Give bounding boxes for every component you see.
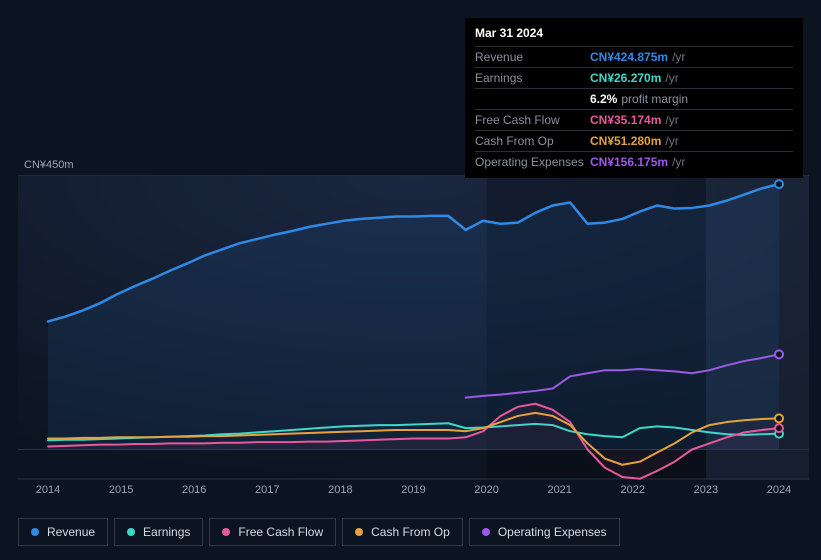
legend-label: Cash From Op	[371, 525, 450, 539]
tooltip-value: CN¥35.174m/yr	[590, 113, 679, 127]
tooltip-label: Cash From Op	[475, 134, 590, 148]
legend-label: Free Cash Flow	[238, 525, 323, 539]
tooltip-value: CN¥156.175m/yr	[590, 155, 685, 169]
tooltip-row: Free Cash FlowCN¥35.174m/yr	[475, 109, 793, 130]
legend-label: Earnings	[143, 525, 190, 539]
x-tick: 2018	[328, 484, 352, 496]
x-tick: 2023	[694, 484, 718, 496]
x-tick: 2016	[182, 484, 206, 496]
y-axis-top-label: CN¥450m	[24, 159, 74, 171]
x-tick: 2017	[255, 484, 279, 496]
tooltip-rows: RevenueCN¥424.875m/yrEarningsCN¥26.270m/…	[475, 46, 793, 172]
tooltip-value: CN¥424.875m/yr	[590, 50, 685, 64]
tooltip-label: Revenue	[475, 50, 590, 64]
legend-dot-icon	[31, 528, 39, 536]
tooltip-row: EarningsCN¥26.270m/yr	[475, 67, 793, 88]
legend-dot-icon	[482, 528, 490, 536]
x-tick: 2019	[401, 484, 425, 496]
tooltip-row: RevenueCN¥424.875m/yr	[475, 46, 793, 67]
tooltip-label: Earnings	[475, 71, 590, 85]
legend-item-revenue[interactable]: Revenue	[18, 518, 108, 546]
tooltip-margin-row: 6.2%profit margin	[475, 88, 793, 109]
legend-item-operating-expenses[interactable]: Operating Expenses	[469, 518, 620, 546]
tooltip-value: CN¥51.280m/yr	[590, 134, 679, 148]
tooltip-label: Operating Expenses	[475, 155, 590, 169]
legend-item-earnings[interactable]: Earnings	[114, 518, 203, 546]
x-tick: 2024	[767, 484, 791, 496]
tooltip-value: CN¥26.270m/yr	[590, 71, 679, 85]
x-tick: 2022	[621, 484, 645, 496]
legend-dot-icon	[222, 528, 230, 536]
chart-area[interactable]	[18, 175, 809, 480]
legend-item-free-cash-flow[interactable]: Free Cash Flow	[209, 518, 336, 546]
chart-svg	[18, 175, 809, 480]
tooltip-row: Operating ExpensesCN¥156.175m/yr	[475, 151, 793, 172]
x-tick: 2015	[109, 484, 133, 496]
tooltip-row: Cash From OpCN¥51.280m/yr	[475, 130, 793, 151]
tooltip-label: Free Cash Flow	[475, 113, 590, 127]
x-tick: 2020	[474, 484, 498, 496]
legend-label: Operating Expenses	[498, 525, 607, 539]
x-axis: 2014 2015 2016 2017 2018 2019 2020 2021 2022 2023…	[18, 484, 809, 504]
tooltip-date: Mar 31 2024	[475, 26, 793, 46]
x-tick: 2021	[547, 484, 571, 496]
x-tick: 2014	[36, 484, 60, 496]
legend-label: Revenue	[47, 525, 95, 539]
data-tooltip: Mar 31 2024 RevenueCN¥424.875m/yrEarning…	[465, 18, 803, 178]
legend: Revenue Earnings Free Cash Flow Cash From O…	[18, 518, 620, 546]
legend-dot-icon	[355, 528, 363, 536]
legend-item-cash-from-op[interactable]: Cash From Op	[342, 518, 463, 546]
legend-dot-icon	[127, 528, 135, 536]
